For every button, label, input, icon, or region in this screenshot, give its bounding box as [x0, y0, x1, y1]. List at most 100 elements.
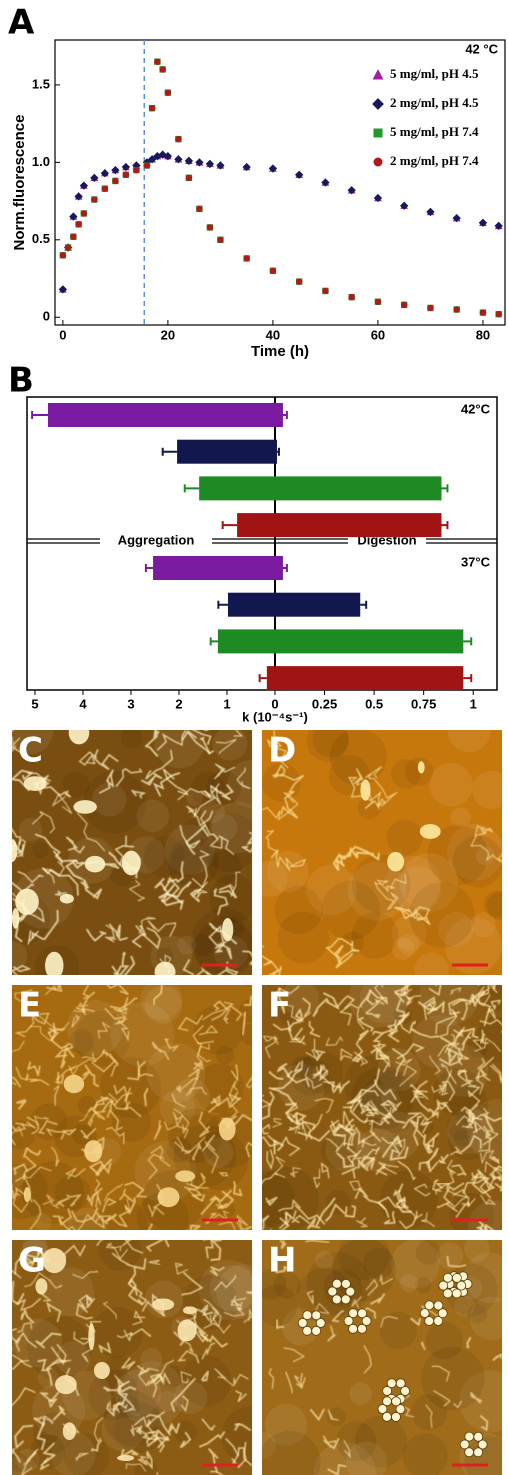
x-tick-label: 5	[31, 696, 38, 711]
fibril	[286, 1070, 310, 1087]
fibril	[163, 1121, 189, 1139]
fibril	[207, 1094, 221, 1114]
fibril	[489, 1063, 502, 1084]
fibril	[14, 1424, 34, 1450]
texture	[143, 835, 185, 878]
fibril	[181, 1271, 204, 1296]
error-bar	[282, 411, 288, 419]
x-tick-label: 40	[266, 327, 280, 342]
ring-part	[459, 1439, 470, 1450]
fibril	[312, 997, 329, 1018]
fibril	[230, 1295, 241, 1306]
texture	[450, 807, 471, 828]
texture	[72, 1124, 93, 1145]
fibril	[364, 1119, 382, 1143]
texture	[274, 885, 323, 934]
fibril	[164, 1038, 180, 1052]
fibril	[484, 1160, 502, 1179]
fibril	[376, 1042, 387, 1055]
fibril	[441, 1101, 453, 1113]
fibril	[150, 1145, 171, 1167]
fibril	[80, 879, 103, 900]
fibril	[210, 1470, 224, 1475]
fibril	[292, 1060, 304, 1073]
annotation: 42 °C	[465, 41, 498, 56]
data-point	[143, 162, 151, 169]
texture	[83, 770, 147, 834]
fibril	[12, 769, 34, 792]
ring-part	[473, 1447, 484, 1458]
fibril	[393, 906, 431, 926]
fibril	[292, 1374, 303, 1388]
fibril	[395, 1058, 413, 1066]
fibril	[12, 1347, 32, 1368]
texture	[50, 1431, 96, 1475]
fibril	[272, 1117, 283, 1128]
fibril	[476, 1169, 492, 1199]
fibril	[210, 783, 222, 805]
fibril	[400, 990, 422, 1002]
fibril	[61, 1128, 77, 1136]
ring-part	[315, 1318, 326, 1328]
fibril	[446, 1159, 457, 1176]
texture	[191, 908, 252, 974]
texture	[12, 1452, 29, 1473]
fibril	[395, 1195, 412, 1213]
fibril	[40, 786, 72, 798]
fibril	[314, 1302, 331, 1314]
ring-part	[302, 1325, 313, 1336]
fibril	[218, 1172, 229, 1177]
fibril	[46, 985, 63, 993]
error-bar	[463, 674, 473, 683]
fibril	[478, 1137, 493, 1152]
fibril	[405, 996, 413, 1006]
y-tick-label: 0.5	[32, 231, 50, 246]
x-tick-label: 1	[223, 696, 230, 711]
fibril	[236, 767, 251, 790]
fibril	[36, 1421, 47, 1451]
error-bar	[217, 600, 228, 609]
aggregate	[73, 800, 97, 814]
fibril	[117, 1393, 135, 1409]
data-point	[322, 287, 329, 295]
bar	[227, 592, 275, 617]
texture	[425, 1321, 464, 1360]
fibril	[181, 730, 211, 755]
fibril	[330, 1310, 345, 1323]
fibril	[275, 1264, 289, 1274]
fibril	[51, 1146, 60, 1167]
ring-part	[327, 1286, 338, 1297]
fibril	[45, 1301, 62, 1323]
ring-part	[357, 1308, 368, 1319]
texture	[262, 1431, 276, 1459]
fibril	[342, 1110, 353, 1129]
fibril	[208, 925, 227, 950]
fibril	[313, 1168, 321, 1189]
ring-part	[377, 1404, 388, 1414]
texture	[140, 1348, 163, 1371]
fibril	[332, 845, 380, 871]
ring-part	[395, 1378, 406, 1389]
fibril	[439, 1029, 464, 1048]
fibril	[297, 1129, 331, 1143]
fibril	[64, 1167, 86, 1180]
fibril	[93, 1416, 104, 1443]
fibril	[125, 1197, 131, 1211]
fibril	[153, 1119, 162, 1141]
fibril	[48, 1279, 63, 1289]
fibril	[268, 1086, 295, 1105]
ring-part	[341, 1278, 351, 1289]
fibril	[12, 730, 24, 755]
fibril	[204, 1140, 219, 1174]
texture	[436, 1242, 464, 1270]
fibril	[120, 1357, 136, 1370]
data-point	[295, 170, 304, 179]
fibril	[22, 1166, 52, 1179]
texture	[168, 837, 219, 889]
texture	[91, 1307, 143, 1358]
fibril	[15, 1121, 36, 1129]
fibril	[380, 1315, 399, 1328]
fibril	[325, 1036, 344, 1046]
fibril	[106, 985, 129, 996]
fibril	[105, 1242, 122, 1252]
